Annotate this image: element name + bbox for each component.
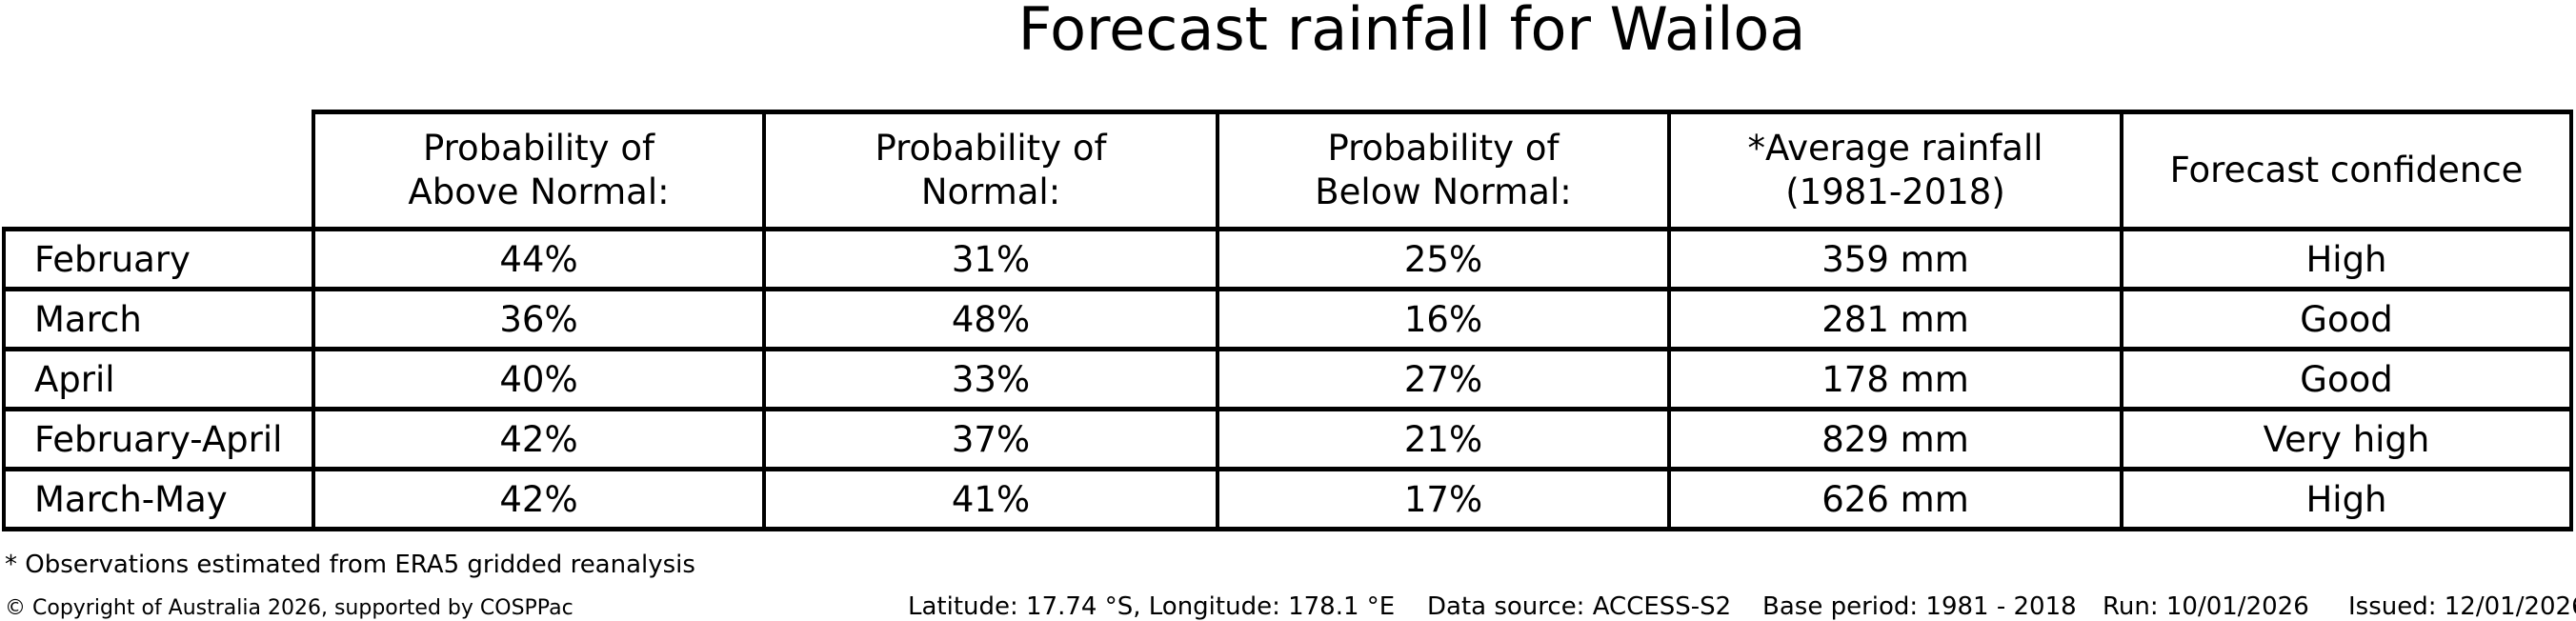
data-source-text: Data source: ACCESS-S2: [1427, 592, 1732, 621]
avg-rainfall-value: 626 mm: [1667, 467, 2123, 531]
row-label: February: [2, 227, 315, 291]
avg-rainfall-value: 281 mm: [1667, 287, 2123, 351]
below-normal-value: 21%: [1216, 407, 1671, 471]
confidence-value: Very high: [2120, 407, 2573, 471]
above-normal-value: 36%: [312, 287, 766, 351]
normal-value: 37%: [762, 407, 1219, 471]
avg-rainfall-value: 359 mm: [1667, 227, 2123, 291]
table-row-february: February 44% 31% 25% 359 mm High: [2, 227, 2573, 291]
issued-date-text: Issued: 12/01/2026: [2348, 592, 2576, 621]
table-row-march: March 36% 48% 16% 281 mm Good: [2, 287, 2573, 351]
confidence-value: Good: [2120, 347, 2573, 411]
row-label: February-April: [2, 407, 315, 471]
above-normal-value: 44%: [312, 227, 766, 291]
above-normal-value: 42%: [312, 467, 766, 531]
col-header-above-normal: Probability of Above Normal:: [312, 110, 766, 231]
row-label: March-May: [2, 467, 315, 531]
normal-value: 48%: [762, 287, 1219, 351]
row-label: April: [2, 347, 315, 411]
header-row: Probability of Above Normal: Probability…: [4, 110, 2573, 231]
row-label: March: [2, 287, 315, 351]
confidence-value: Good: [2120, 287, 2573, 351]
below-normal-value: 25%: [1216, 227, 1671, 291]
below-normal-value: 27%: [1216, 347, 1671, 411]
col-header-average-rainfall: *Average rainfall (1981-2018): [1667, 110, 2123, 231]
below-normal-value: 16%: [1216, 287, 1671, 351]
confidence-value: High: [2120, 467, 2573, 531]
figure-title: Forecast rainfall for Wailoa: [1017, 0, 1806, 64]
col-header-forecast-confidence: Forecast confidence: [2120, 110, 2573, 231]
table-row-march-may: March-May 42% 41% 17% 626 mm High: [2, 467, 2573, 531]
table-row-february-april: February-April 42% 37% 21% 829 mm Very h…: [2, 407, 2573, 471]
normal-value: 31%: [762, 227, 1219, 291]
avg-rainfall-value: 829 mm: [1667, 407, 2123, 471]
avg-rainfall-value: 178 mm: [1667, 347, 2123, 411]
copyright-text: © Copyright of Australia 2026, supported…: [5, 596, 574, 620]
above-normal-value: 40%: [312, 347, 766, 411]
col-header-normal: Probability of Normal:: [762, 110, 1219, 231]
table-row-april: April 40% 33% 27% 178 mm Good: [2, 347, 2573, 411]
below-normal-value: 17%: [1216, 467, 1671, 531]
confidence-value: High: [2120, 227, 2573, 291]
base-period-text: Base period: 1981 - 2018: [1762, 592, 2077, 621]
col-header-below-normal: Probability of Below Normal:: [1216, 110, 1671, 231]
normal-value: 41%: [762, 467, 1219, 531]
normal-value: 33%: [762, 347, 1219, 411]
run-date-text: Run: 10/01/2026: [2103, 592, 2309, 621]
observations-footnote: * Observations estimated from ERA5 gridd…: [5, 551, 695, 579]
forecast-table: Probability of Above Normal: Probability…: [2, 110, 2573, 531]
lat-lon-text: Latitude: 17.74 °S, Longitude: 178.1 °E: [908, 592, 1396, 621]
corner-cell: [4, 112, 313, 230]
above-normal-value: 42%: [312, 407, 766, 471]
